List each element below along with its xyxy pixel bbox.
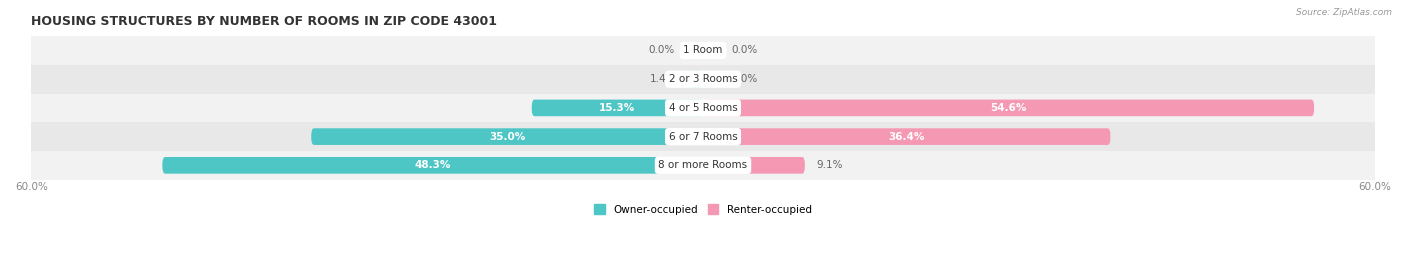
Text: 8 or more Rooms: 8 or more Rooms — [658, 160, 748, 170]
Bar — [31, 65, 1375, 94]
Text: 0.0%: 0.0% — [731, 74, 758, 84]
FancyBboxPatch shape — [703, 100, 1315, 116]
Text: 1 Room: 1 Room — [683, 45, 723, 55]
Bar — [31, 94, 1375, 122]
Text: Source: ZipAtlas.com: Source: ZipAtlas.com — [1296, 8, 1392, 17]
Text: 6 or 7 Rooms: 6 or 7 Rooms — [669, 132, 737, 141]
Text: 54.6%: 54.6% — [990, 103, 1026, 113]
Bar — [31, 151, 1375, 180]
Text: 36.4%: 36.4% — [889, 132, 925, 141]
FancyBboxPatch shape — [311, 128, 703, 145]
Text: 4 or 5 Rooms: 4 or 5 Rooms — [669, 103, 737, 113]
FancyBboxPatch shape — [162, 157, 703, 174]
FancyBboxPatch shape — [703, 157, 804, 174]
Bar — [31, 36, 1375, 65]
Text: 2 or 3 Rooms: 2 or 3 Rooms — [669, 74, 737, 84]
Legend: Owner-occupied, Renter-occupied: Owner-occupied, Renter-occupied — [595, 204, 811, 215]
Text: 0.0%: 0.0% — [648, 45, 675, 55]
Text: 1.4%: 1.4% — [650, 74, 676, 84]
FancyBboxPatch shape — [531, 100, 703, 116]
Text: 35.0%: 35.0% — [489, 132, 526, 141]
Text: 0.0%: 0.0% — [731, 45, 758, 55]
Text: 9.1%: 9.1% — [815, 160, 842, 170]
Text: 15.3%: 15.3% — [599, 103, 636, 113]
Text: HOUSING STRUCTURES BY NUMBER OF ROOMS IN ZIP CODE 43001: HOUSING STRUCTURES BY NUMBER OF ROOMS IN… — [31, 15, 498, 28]
Text: 48.3%: 48.3% — [415, 160, 451, 170]
FancyBboxPatch shape — [703, 128, 1111, 145]
Bar — [31, 122, 1375, 151]
FancyBboxPatch shape — [688, 71, 703, 87]
